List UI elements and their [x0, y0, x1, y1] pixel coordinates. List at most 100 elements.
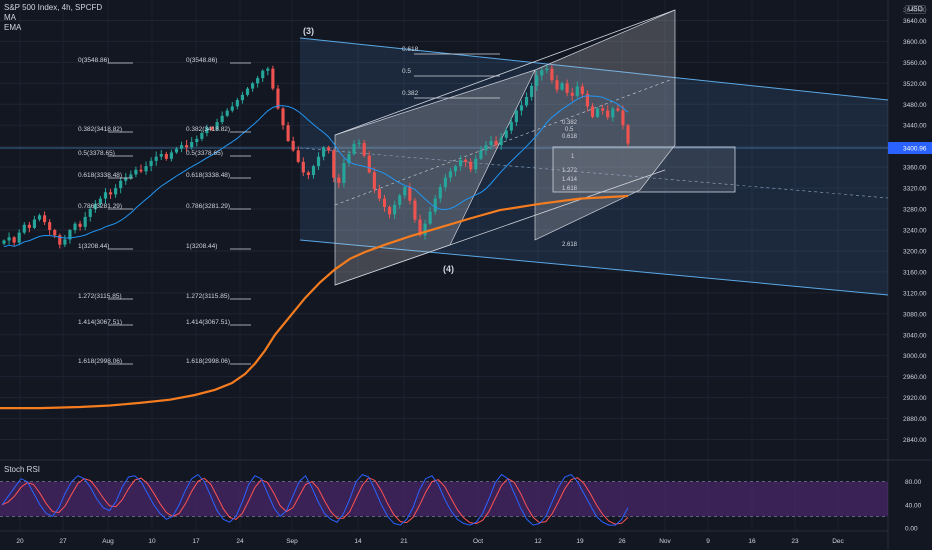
candle-body [565, 83, 569, 93]
candle-body [37, 215, 42, 220]
candle-body [494, 140, 498, 146]
candle-body [53, 230, 57, 236]
fib-mid-label: 0.618(3338.48) [186, 172, 230, 179]
last-price-value: 3400.96 [903, 146, 927, 153]
x-tick-label: Oct [473, 538, 483, 545]
candle-body [352, 144, 356, 155]
fib-left-label: 0(3548.86) [78, 57, 109, 64]
currency-badge[interactable]: USD [905, 5, 926, 14]
candle-body [22, 224, 26, 233]
y-tick-label: 3360.00 [903, 165, 927, 172]
y-tick-label: 3160.00 [903, 269, 927, 276]
candle-body [124, 177, 128, 181]
candle-body [443, 177, 447, 188]
fib-box-label: 0.5 [565, 127, 574, 133]
candle-body [601, 108, 605, 111]
fib-left-label: 0.786(3281.29) [78, 203, 122, 210]
candle-body [245, 88, 250, 95]
candle-body [530, 85, 534, 97]
fib-box-label: 1.272 [562, 168, 578, 174]
candle-body [464, 159, 468, 162]
candle-body [403, 187, 407, 196]
candle-body [337, 177, 341, 183]
x-tick-label: Aug [102, 538, 114, 545]
fib-left-label: 1.618(2998.06) [78, 358, 122, 365]
candle-body [235, 100, 239, 107]
candle-body [393, 204, 397, 215]
candle-body [43, 215, 47, 223]
fib-box-label: 0.618 [562, 134, 578, 140]
channel-fill [300, 38, 888, 295]
candle-body [240, 94, 245, 101]
candle-body [575, 86, 579, 96]
candle-body [474, 158, 478, 170]
x-tick-label: 16 [748, 538, 756, 545]
candle-body [428, 211, 432, 224]
candle-body [580, 86, 584, 94]
candle-body [550, 68, 554, 81]
candle-body [129, 174, 133, 178]
fib-mid-label: 0(3548.86) [186, 57, 217, 64]
stoch-rsi-label[interactable]: Stoch RSI [4, 465, 41, 474]
fib-left-label: 0.618(3338.48) [78, 172, 122, 179]
candle-body [169, 152, 173, 159]
candle-body [281, 108, 285, 126]
x-tick-label: 19 [576, 538, 584, 545]
y-tick-label-partial: 3640.00 [903, 7, 927, 14]
x-tick-label: Sep [286, 538, 298, 545]
candle-body [504, 130, 508, 138]
y-tick-label: 3440.00 [903, 123, 927, 130]
candle-body [200, 133, 204, 139]
candle-body [459, 159, 463, 167]
candle-body [433, 198, 437, 212]
y-tick-label: 3120.00 [903, 290, 927, 297]
symbol-title[interactable]: S&P 500 Index, 4h, SPCFD [4, 3, 103, 12]
candle-body [179, 145, 184, 149]
candle-body [595, 108, 600, 117]
candle-body [560, 83, 564, 90]
candle-body [509, 122, 513, 131]
candle-body [499, 137, 503, 146]
candle-body [114, 188, 118, 195]
x-tick-label: 20 [16, 538, 24, 545]
x-tick-label: 23 [791, 538, 799, 545]
rsi-k-line [1, 473, 629, 526]
indicator-ma-label[interactable]: MA [4, 13, 16, 22]
candle-body [469, 161, 473, 170]
candle-body [398, 195, 402, 205]
fib-mid-label: 0.5(3378.65) [186, 150, 223, 157]
candle-body [190, 142, 194, 148]
candle-body [271, 68, 275, 89]
candle-body [12, 237, 16, 243]
candle-body [621, 110, 625, 126]
rsi-d-line [1, 477, 629, 525]
fib-left-label: 1.414(3067.51) [78, 319, 122, 326]
fib-left-label: 1.272(3115.85) [78, 293, 122, 300]
rsi-tick-label: 0.00 [905, 526, 918, 533]
indicator-ema-label[interactable]: EMA [4, 23, 22, 32]
channel-lower-line [299, 239, 889, 296]
fib-left-label: 0.5(3378.65) [78, 150, 115, 157]
candle-body [159, 154, 163, 157]
candle-body [347, 154, 351, 163]
candle-body [88, 209, 92, 217]
candle-body [48, 222, 52, 230]
fib-mid-label: 1.618(2998.06) [186, 358, 230, 365]
projection-line [334, 169, 666, 286]
x-tick-label: 14 [354, 538, 362, 545]
candle-body [585, 93, 589, 107]
candle-body [210, 127, 214, 130]
fib-box-label: 1 [571, 154, 575, 160]
candle-body [256, 78, 260, 84]
candle-body [453, 166, 458, 172]
candle-body [32, 219, 37, 228]
candle-body [408, 187, 412, 201]
rsi-band [0, 481, 888, 517]
candle-body [73, 223, 77, 230]
x-tick-label: 17 [192, 538, 200, 545]
candle-body [7, 237, 11, 241]
candle-body [327, 147, 331, 151]
candle-body [362, 143, 366, 156]
candle-body [276, 88, 280, 109]
